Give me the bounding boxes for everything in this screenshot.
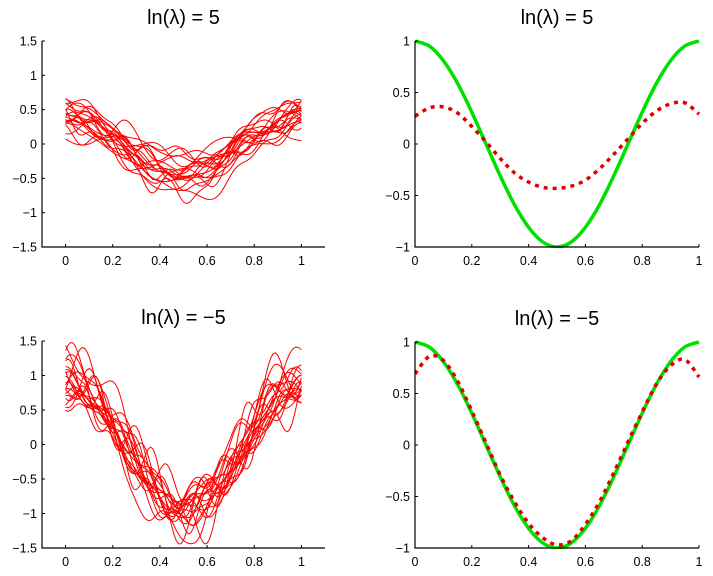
sample-curve [65,347,302,545]
panel-title: ln(λ) = −5 [515,308,599,330]
sample-curve [65,368,302,526]
average-fit-line [415,353,701,547]
plot-area [65,97,302,204]
sample-curve [65,99,302,204]
panel-samples-low: ln(λ) = −5 0 0.2 0.4 0.6 0.8 1 −1.5 −1 −0.5 0 0.5 1… [12,307,325,569]
panel-title: ln(λ) = 5 [147,7,220,29]
sample-curve [65,104,302,194]
y-tick-label: −0.5 [12,172,37,186]
panel-mean-high: ln(λ) = 5 0 0.2 0.4 0.6 0.8 1 −1 −0.5 0 0.5 1 [385,7,702,268]
x-tick-label: 0 [62,555,69,569]
y-tick-label: 1.5 [20,335,37,349]
x-tick-label: 0.2 [463,254,480,268]
y-tick-label: 0.5 [20,404,37,418]
plot-area [65,342,302,545]
sample-curve [65,110,302,187]
axes-lines [414,342,699,549]
average-fit-line [415,100,701,191]
y-tick-label: 0.5 [393,86,410,100]
true-function-line [415,39,700,248]
x-tick-label: 0.6 [198,555,215,569]
y-tick-label: −1.5 [12,542,37,556]
x-tick-label: 0.4 [151,254,168,268]
x-tick-label: 0.4 [151,555,168,569]
sample-curve [65,119,302,171]
y-tick-label: −1 [23,507,37,521]
y-tick-label: −1.5 [12,241,37,255]
y-tick-label: 1 [30,69,37,83]
sample-curve [65,375,302,535]
x-tick-label: 0.2 [104,254,121,268]
y-tick-label: 0 [30,438,37,452]
x-tick-label: 0.4 [520,254,537,268]
y-tick-label: 1.5 [20,35,37,49]
y-tick-label: 1 [403,35,410,49]
x-tick-label: 0.8 [634,555,651,569]
axes-lines [414,41,699,248]
y-tick-label: −0.5 [385,490,410,504]
sample-curve [65,374,302,509]
y-tick-label: −1 [396,542,410,556]
x-tick-label: 0.8 [246,555,263,569]
y-tick-label: 0 [30,138,37,152]
y-tick-label: −1 [23,206,37,220]
y-tick-label: 1 [403,336,410,350]
sample-curve [65,367,302,523]
x-tick-label: 0.2 [104,555,121,569]
sample-curve [65,105,302,161]
panel-title: ln(λ) = 5 [521,7,594,29]
x-tick-label: 0.6 [198,254,215,268]
x-tick-label: 0.6 [577,555,594,569]
x-tick-label: 1 [298,555,305,569]
panel-mean-low: ln(λ) = −5 0 0.2 0.4 0.6 0.8 1 −1 −0.5 0 0.5 1 [385,308,702,569]
x-tick-label: 1 [298,254,305,268]
x-tick-label: 0.2 [463,555,480,569]
y-tick-label: −1 [396,241,410,255]
plot-area [415,39,701,248]
y-tick-label: 0.5 [20,103,37,117]
x-tick-label: 0.8 [246,254,263,268]
sample-curve [65,108,302,201]
x-tick-label: 0 [412,555,419,569]
sample-curve [65,111,302,157]
y-tick-label: 1 [30,369,37,383]
x-tick-label: 0.8 [634,254,651,268]
x-tick-label: 0.6 [577,254,594,268]
y-tick-label: 0 [403,439,410,453]
x-tick-label: 0.4 [520,555,537,569]
y-tick-label: −0.5 [385,189,410,203]
sample-curve [65,345,302,545]
true-function-line [415,340,700,549]
y-tick-label: −0.5 [12,473,37,487]
plot-area [415,340,701,549]
x-tick-label: 1 [696,254,703,268]
y-tick-label: 0.5 [393,387,410,401]
x-tick-label: 1 [696,555,703,569]
sample-curve [65,115,302,176]
sample-curve [65,122,302,170]
x-tick-label: 0 [412,254,419,268]
panel-samples-high: ln(λ) = 5 0 0.2 0.4 0.6 0.8 1 −1.5 −1 −0.5 0 0.5 1 1… [12,7,325,268]
y-tick-label: 0 [403,138,410,152]
panel-title: ln(λ) = −5 [141,307,225,329]
x-tick-label: 0 [62,254,69,268]
sample-curve [65,354,302,513]
sample-curve [65,358,302,507]
sample-curve [65,110,302,168]
